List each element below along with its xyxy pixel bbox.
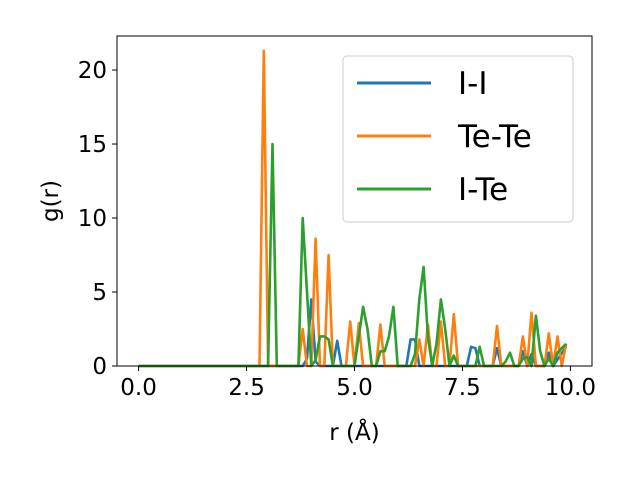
series-layer (138, 49, 568, 368)
series-line-te-te (138, 49, 568, 368)
x-tick-label: 5.0 (336, 375, 373, 401)
y-tick-label: 10 (78, 206, 107, 232)
y-axis: 0 5 10 15 20 (78, 58, 117, 380)
y-tick-label: 5 (92, 280, 107, 306)
y-tick-label: 15 (78, 132, 107, 158)
x-axis-label: r (Å) (329, 418, 379, 446)
x-tick-label: 0.0 (120, 375, 157, 401)
y-tick-label: 20 (78, 58, 107, 84)
legend-label-te-te: Te-Te (457, 119, 532, 155)
series-line-i-te (138, 142, 568, 368)
x-tick-label: 2.5 (228, 375, 265, 401)
x-tick-label: 7.5 (444, 375, 481, 401)
x-axis: 0.0 2.5 5.0 7.5 10.0 (120, 366, 596, 401)
legend: I-I Te-Te I-Te (342, 55, 574, 223)
x-tick-label: 10.0 (545, 375, 596, 401)
legend-label-i-te: I-Te (458, 172, 508, 208)
legend-label-i-i: I-I (458, 66, 487, 102)
legend-box (342, 55, 574, 223)
y-axis-label: g(r) (38, 180, 64, 222)
y-tick-label: 0 (92, 354, 107, 380)
